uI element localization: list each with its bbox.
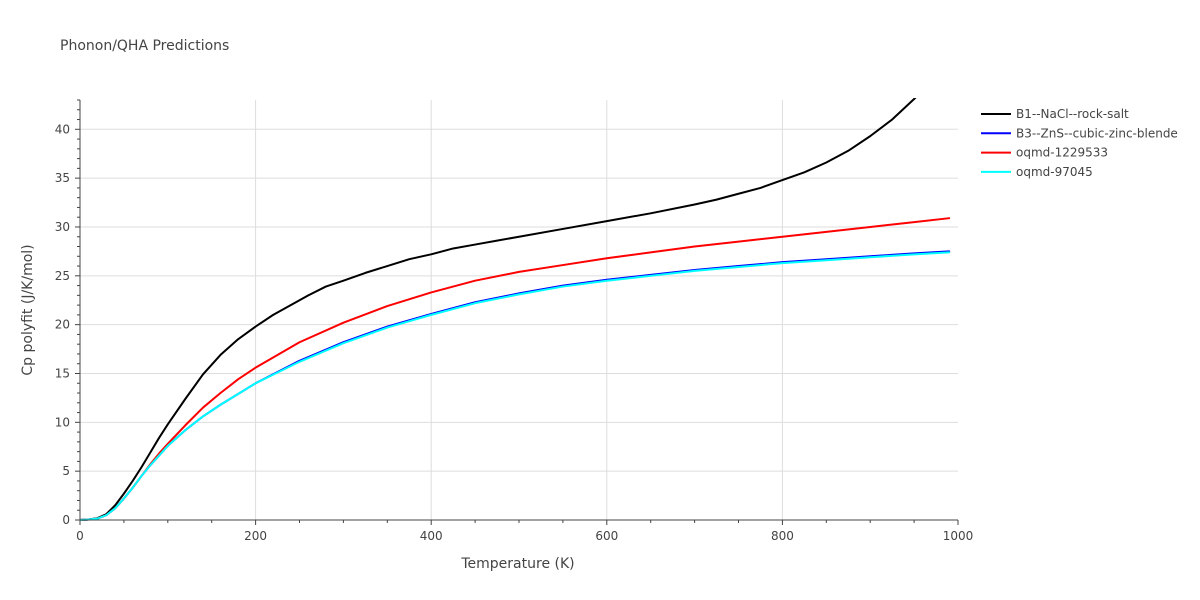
y-tick-label: 10 bbox=[55, 415, 70, 429]
series-line-2[interactable] bbox=[80, 217, 951, 521]
legend-item[interactable]: oqmd-1229533 bbox=[981, 146, 1108, 160]
x-tick-label: 200 bbox=[244, 529, 267, 543]
x-tick-label: 600 bbox=[595, 529, 618, 543]
y-axis-title: Cp polyfit (J/K/mol) bbox=[20, 244, 36, 375]
x-tick-label: 1000 bbox=[943, 529, 974, 543]
y-tick-label: 40 bbox=[55, 122, 70, 136]
y-tick-label: 25 bbox=[55, 269, 70, 283]
y-tick-label: 5 bbox=[62, 464, 70, 478]
series-layer bbox=[80, 61, 951, 521]
legend-item[interactable]: oqmd-97045 bbox=[981, 165, 1093, 179]
series-line-0[interactable] bbox=[80, 61, 949, 521]
y-tick-label: 20 bbox=[55, 318, 70, 332]
chart-title: Phonon/QHA Predictions bbox=[60, 38, 229, 54]
x-tick-label: 400 bbox=[420, 529, 443, 543]
x-axis-title: Temperature (K) bbox=[460, 556, 574, 572]
legend-item[interactable]: B1--NaCl--rock-salt bbox=[981, 107, 1129, 121]
legend-label: oqmd-97045 bbox=[1016, 165, 1093, 179]
legend[interactable]: B1--NaCl--rock-salt B3--ZnS--cubic-zinc-b… bbox=[981, 107, 1178, 179]
x-tick-label: 0 bbox=[76, 529, 84, 543]
x-tick-label: 800 bbox=[771, 529, 794, 543]
y-tick-label: 0 bbox=[62, 513, 70, 527]
series-line-3[interactable] bbox=[80, 251, 951, 521]
y-tick-label: 35 bbox=[55, 171, 70, 185]
y-tick-label: 30 bbox=[55, 220, 70, 234]
legend-label: B3--ZnS--cubic-zinc-blende bbox=[1016, 126, 1178, 140]
series-line-1[interactable] bbox=[80, 250, 951, 521]
legend-item[interactable]: B3--ZnS--cubic-zinc-blende bbox=[981, 126, 1178, 140]
legend-label: B1--NaCl--rock-salt bbox=[1016, 107, 1129, 121]
y-tick-label: 15 bbox=[55, 366, 70, 380]
grid bbox=[80, 100, 958, 520]
legend-label: oqmd-1229533 bbox=[1016, 146, 1108, 160]
